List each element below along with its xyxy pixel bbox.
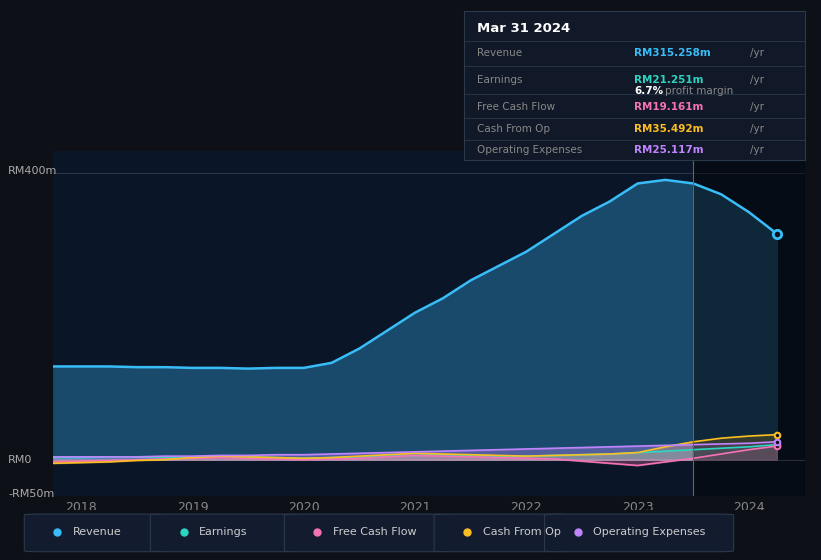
Text: Revenue: Revenue [73,527,122,537]
Text: Earnings: Earnings [478,75,523,85]
Text: /yr: /yr [750,124,764,134]
Text: Cash From Op: Cash From Op [483,527,561,537]
Text: 6.7%: 6.7% [635,86,663,96]
Text: RM400m: RM400m [8,166,57,176]
FancyBboxPatch shape [25,514,166,552]
Text: Cash From Op: Cash From Op [478,124,551,134]
Text: RM21.251m: RM21.251m [635,75,704,85]
FancyBboxPatch shape [434,514,568,552]
Text: Operating Expenses: Operating Expenses [594,527,706,537]
Text: profit margin: profit margin [665,86,733,96]
Text: RM25.117m: RM25.117m [635,145,704,155]
Text: /yr: /yr [750,102,764,112]
Text: Free Cash Flow: Free Cash Flow [478,102,556,112]
Text: Revenue: Revenue [478,49,523,58]
Text: /yr: /yr [750,75,764,85]
Text: Free Cash Flow: Free Cash Flow [333,527,417,537]
Text: -RM50m: -RM50m [8,489,54,499]
Text: RM315.258m: RM315.258m [635,49,711,58]
Bar [693,151,805,496]
Text: Mar 31 2024: Mar 31 2024 [478,22,571,35]
Text: Operating Expenses: Operating Expenses [478,145,583,155]
Text: RM19.161m: RM19.161m [635,102,704,112]
Text: /yr: /yr [750,145,764,155]
FancyBboxPatch shape [150,514,300,552]
Text: RM35.492m: RM35.492m [635,124,704,134]
FancyBboxPatch shape [544,514,734,552]
Text: RM0: RM0 [8,455,33,465]
Text: /yr: /yr [750,49,764,58]
Text: Earnings: Earnings [200,527,248,537]
FancyBboxPatch shape [284,514,450,552]
